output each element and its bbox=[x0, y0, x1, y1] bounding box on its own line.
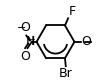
Text: F: F bbox=[69, 5, 76, 18]
Text: O: O bbox=[21, 50, 30, 63]
Text: +: + bbox=[29, 35, 35, 44]
Text: O: O bbox=[81, 35, 91, 48]
Text: −: − bbox=[17, 23, 26, 33]
Text: O: O bbox=[20, 21, 30, 34]
Text: N: N bbox=[26, 35, 35, 48]
Text: Br: Br bbox=[59, 67, 73, 80]
